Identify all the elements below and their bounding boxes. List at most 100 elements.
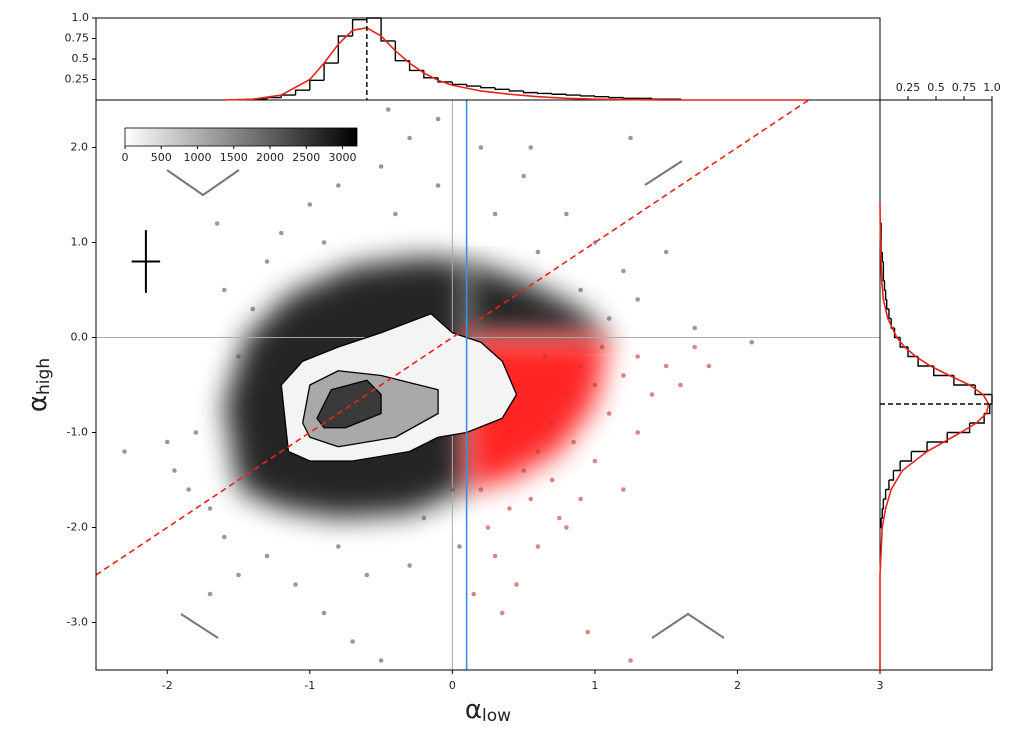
y-tick-label: 0.25 bbox=[65, 73, 90, 86]
y-tick-label: 0.5 bbox=[72, 52, 90, 65]
scatter-point bbox=[221, 287, 227, 293]
histogram-bin bbox=[947, 423, 971, 434]
histogram-bin bbox=[881, 508, 883, 519]
scatter-point bbox=[492, 553, 498, 559]
scatter-point bbox=[663, 363, 669, 369]
histogram-bin bbox=[579, 95, 595, 97]
histogram-bin bbox=[651, 98, 667, 100]
histogram-bin bbox=[883, 280, 886, 291]
fit-curve bbox=[224, 27, 809, 101]
histogram-bin bbox=[366, 17, 382, 20]
y-label-symbol: α bbox=[23, 395, 53, 412]
scatter-point bbox=[549, 477, 555, 483]
scatter-point bbox=[521, 468, 526, 473]
histogram-bin bbox=[883, 489, 887, 500]
histogram-bin bbox=[881, 252, 884, 263]
histogram-bin bbox=[565, 94, 581, 96]
scatter-point bbox=[264, 553, 270, 559]
colorbar-tick-label: 0 bbox=[122, 151, 129, 164]
scatter-point bbox=[635, 354, 640, 359]
scatter-point bbox=[492, 211, 498, 217]
scatter-point bbox=[236, 354, 241, 359]
scatter-point bbox=[478, 487, 484, 492]
histogram-bin bbox=[885, 480, 890, 491]
x-tick-label: 1 bbox=[591, 679, 598, 692]
y-tick-label: -1.0 bbox=[67, 426, 88, 439]
scatter-point bbox=[528, 496, 534, 502]
histogram-bin bbox=[451, 81, 467, 86]
histogram-bin bbox=[323, 62, 339, 81]
scatter-point bbox=[435, 183, 441, 188]
glyph bbox=[651, 612, 725, 639]
histogram-bin bbox=[882, 499, 885, 510]
scatter-point bbox=[421, 515, 427, 521]
scatter-point bbox=[635, 430, 640, 435]
scatter-point bbox=[535, 544, 541, 549]
scatter-point bbox=[435, 116, 441, 122]
main-panel: -2 -1 0 1 2 3 2.0 1.0 0.0 -1.0 -2.0 -3.0 0 500 1000 150… bbox=[67, 99, 884, 692]
scatter-point bbox=[663, 249, 669, 255]
scatter-point bbox=[628, 658, 633, 663]
scatter-point bbox=[564, 392, 569, 397]
x-label-symbol: α bbox=[465, 695, 482, 725]
x-tick-label: 0 bbox=[449, 679, 456, 692]
scatter-point bbox=[692, 344, 697, 350]
glyph bbox=[166, 169, 240, 197]
x-tick-label: 0.5 bbox=[927, 81, 945, 94]
scatter-point bbox=[407, 563, 412, 568]
histogram-bin bbox=[608, 96, 624, 99]
histogram-bin bbox=[508, 89, 524, 92]
x-tick-label: -1 bbox=[304, 679, 315, 692]
scatter-point bbox=[450, 487, 455, 492]
histogram-bin bbox=[437, 77, 453, 83]
scatter-point bbox=[592, 382, 598, 388]
scatter-point bbox=[407, 135, 412, 141]
scatter-point bbox=[564, 525, 569, 530]
colorbar-tick-label: 2500 bbox=[292, 151, 320, 164]
y-tick-label: -3.0 bbox=[67, 616, 88, 629]
plot-area bbox=[96, 100, 880, 670]
scatter-point bbox=[628, 135, 633, 141]
y-tick-label: 1.0 bbox=[72, 11, 90, 24]
right-histogram-panel: 0.25 0.5 0.75 1.0 bbox=[879, 81, 1001, 671]
colorbar-tick-label: 1000 bbox=[184, 151, 212, 164]
histogram-bin bbox=[900, 451, 913, 462]
scatter-point bbox=[535, 449, 541, 454]
glyph bbox=[180, 613, 219, 639]
scatter-point bbox=[336, 183, 341, 188]
histogram-bin bbox=[394, 40, 410, 62]
histogram-bin bbox=[911, 442, 928, 453]
histogram-bin bbox=[933, 366, 954, 377]
scatter-point bbox=[706, 363, 712, 369]
y-label-sub: high bbox=[34, 358, 54, 395]
scatter-point bbox=[507, 506, 512, 511]
histogram-bin bbox=[974, 385, 992, 396]
y-tick-label: 0.75 bbox=[65, 32, 90, 45]
top-histogram-panel: 0.25 0.5 0.75 1.0 bbox=[65, 11, 881, 101]
scatter-point bbox=[678, 382, 683, 388]
histogram-bin bbox=[337, 35, 353, 64]
glyph bbox=[644, 160, 683, 186]
scatter-point bbox=[592, 458, 598, 464]
x-tick-label: 0.75 bbox=[952, 81, 977, 94]
histogram-bin bbox=[480, 86, 496, 89]
histogram-bin bbox=[622, 97, 638, 100]
dense-region bbox=[466, 261, 610, 338]
scatter-point bbox=[514, 582, 519, 587]
scatter-point bbox=[385, 107, 391, 112]
histogram-bin bbox=[917, 356, 934, 367]
scatter-point bbox=[485, 525, 491, 530]
reference-line bbox=[96, 100, 810, 576]
histogram-bin bbox=[494, 87, 510, 91]
scatter-point bbox=[578, 287, 583, 293]
scatter-point bbox=[193, 430, 199, 435]
scatter-point bbox=[122, 449, 127, 454]
scatter-point bbox=[250, 306, 256, 312]
scatter-point bbox=[578, 496, 583, 502]
scatter-point bbox=[279, 230, 284, 236]
y-axis-label: αhigh bbox=[23, 358, 55, 412]
scatter-point bbox=[207, 506, 213, 511]
scatter-point bbox=[186, 487, 191, 492]
scatter-point bbox=[264, 259, 270, 264]
